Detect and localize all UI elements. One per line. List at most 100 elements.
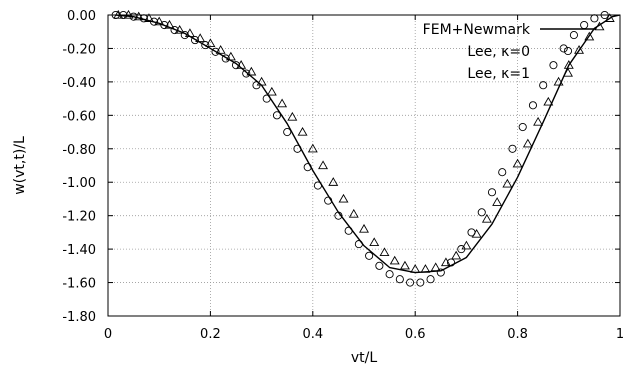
data-point-triangle — [123, 9, 134, 19]
data-point-circle — [293, 144, 302, 153]
y-tick-label: -1.40 — [62, 243, 96, 258]
data-point-triangle — [584, 31, 595, 41]
data-point-circle — [211, 47, 220, 56]
data-point-circle — [477, 208, 486, 217]
data-point-triangle — [399, 260, 410, 270]
data-point-triangle — [502, 178, 513, 188]
data-point-circle — [590, 14, 599, 23]
data-point-triangle — [512, 158, 523, 168]
data-point-circle — [324, 196, 333, 205]
series-triangle — [113, 9, 615, 273]
data-point-circle — [262, 94, 271, 103]
data-point-triangle — [143, 13, 154, 22]
x-tick-label: 0.6 — [405, 327, 426, 342]
data-point-circle — [170, 25, 179, 35]
data-point-triangle — [492, 197, 503, 206]
data-point-triangle — [297, 126, 308, 136]
data-point-triangle — [205, 38, 216, 48]
y-tick-label: -1.60 — [62, 277, 96, 292]
data-point-circle — [416, 278, 425, 287]
data-point-triangle — [574, 45, 585, 54]
data-point-circle — [385, 270, 394, 279]
data-point-triangle — [184, 28, 195, 37]
data-point-circle — [365, 251, 374, 260]
data-point-triangle — [338, 193, 349, 203]
data-point-triangle — [522, 138, 533, 148]
data-point-triangle — [113, 9, 124, 19]
data-point-circle — [334, 211, 343, 220]
legend-label: Lee, κ=1 — [467, 66, 530, 82]
x-axis-ticks: 0 0.2 0.4 0.6 0.8 1 — [104, 15, 624, 342]
data-point-triangle — [471, 228, 482, 238]
data-point-triangle — [389, 255, 400, 265]
data-point-circle — [201, 41, 210, 50]
data-point-circle — [446, 258, 456, 267]
data-point-circle — [559, 44, 568, 53]
x-axis-title: vt/L — [351, 350, 377, 366]
data-point-circle — [569, 31, 578, 40]
data-point-triangle — [359, 223, 369, 233]
data-point-triangle — [461, 240, 472, 250]
data-point-triangle — [594, 21, 605, 31]
data-point-triangle — [256, 76, 267, 86]
y-tick-label: -0.20 — [62, 42, 96, 57]
data-point-circle — [303, 163, 312, 172]
data-point-triangle — [379, 247, 390, 257]
data-point-triangle — [451, 250, 462, 260]
data-point-circle — [528, 101, 538, 110]
data-point-circle — [375, 261, 384, 270]
data-point-triangle — [266, 86, 277, 96]
legend-circle-sample — [563, 46, 573, 56]
data-point-triangle — [430, 262, 441, 272]
data-point-circle — [180, 31, 189, 40]
data-point-triangle — [246, 66, 257, 76]
data-point-circle — [354, 240, 363, 249]
data-point-triangle — [277, 98, 288, 108]
data-point-triangle — [481, 213, 492, 223]
y-tick-label: 0.00 — [67, 9, 96, 24]
plot-frame — [107, 14, 621, 317]
data-point-triangle — [440, 257, 451, 267]
data-point-circle — [272, 111, 282, 120]
data-point-triangle — [369, 237, 380, 247]
x-tick-label: 0.8 — [507, 327, 528, 342]
data-point-triangle — [215, 45, 226, 54]
data-point-triangle — [225, 51, 236, 61]
y-axis-title: w(vt,t)/L — [12, 136, 28, 195]
data-point-circle — [283, 128, 292, 137]
data-point-circle — [406, 278, 415, 287]
data-point-triangle — [543, 96, 554, 106]
y-tick-label: -1.80 — [62, 310, 96, 325]
legend-label: Lee, κ=0 — [467, 44, 530, 60]
legend: FEM+Newmark Lee, κ=0 Lee, κ=1 — [423, 22, 596, 82]
series-line — [115, 14, 621, 274]
data-point-circle — [518, 122, 527, 132]
data-point-circle — [580, 20, 589, 30]
data-point-circle — [231, 61, 241, 70]
data-point-triangle — [307, 143, 318, 153]
series-line — [115, 14, 621, 274]
y-tick-label: -1.00 — [62, 176, 96, 191]
y-tick-label: -0.60 — [62, 109, 96, 124]
x-tick-label: 0.2 — [200, 327, 221, 342]
data-point-triangle — [154, 16, 165, 26]
data-point-triangle — [318, 160, 329, 170]
data-point-triangle — [553, 76, 564, 86]
data-point-triangle — [533, 116, 544, 126]
data-point-triangle — [328, 177, 339, 186]
data-point-circle — [498, 168, 507, 177]
data-point-circle — [549, 61, 558, 70]
series-layer — [111, 9, 621, 287]
y-tick-label: -1.20 — [62, 210, 96, 225]
data-point-circle — [242, 69, 251, 78]
data-point-triangle — [195, 33, 206, 43]
y-tick-label: -0.80 — [62, 143, 96, 158]
y-tick-label: -0.40 — [62, 76, 96, 91]
data-point-triangle — [348, 208, 359, 218]
data-point-triangle — [604, 13, 615, 22]
data-point-triangle — [563, 60, 574, 69]
legend-triangle-sample — [563, 67, 573, 77]
x-tick-label: 1 — [616, 327, 624, 342]
data-point-circle — [436, 268, 445, 277]
